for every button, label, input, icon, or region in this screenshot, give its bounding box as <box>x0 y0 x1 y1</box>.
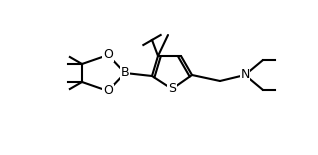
Text: O: O <box>103 84 113 97</box>
Text: B: B <box>121 66 129 80</box>
Text: S: S <box>168 82 176 95</box>
Text: N: N <box>240 69 250 82</box>
Text: O: O <box>103 49 113 62</box>
